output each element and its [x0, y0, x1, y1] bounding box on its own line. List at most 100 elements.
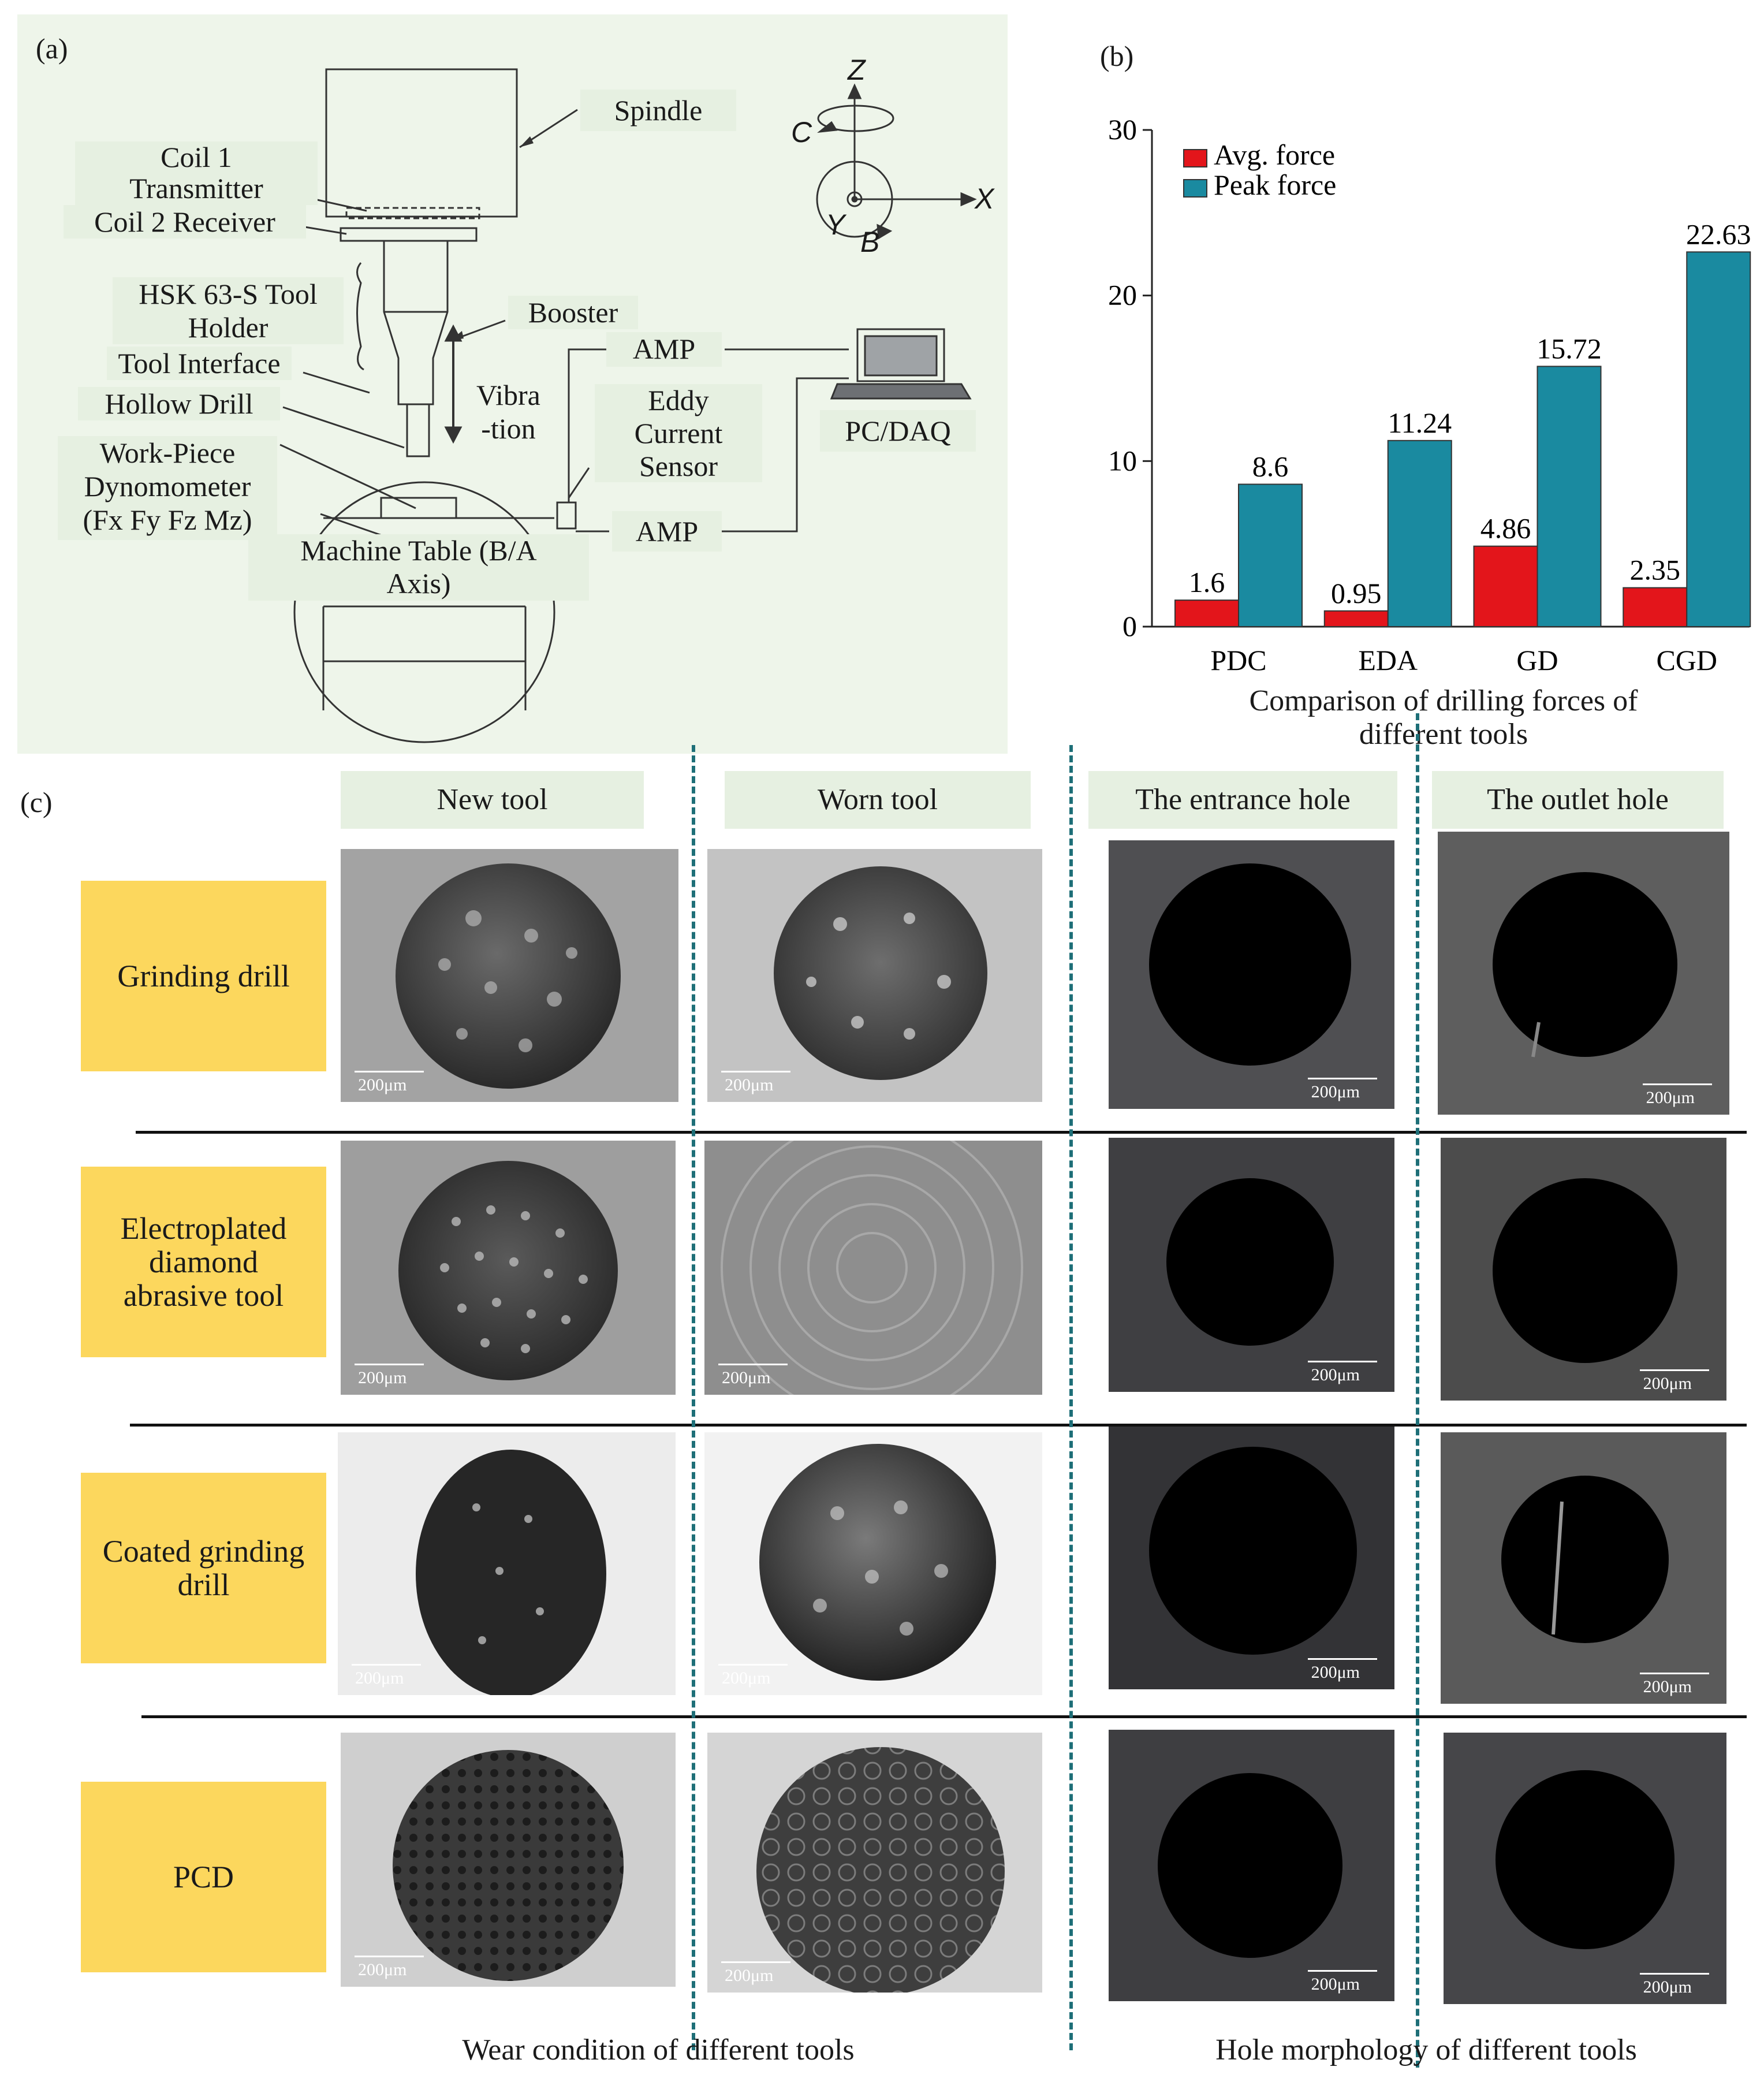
category-label: CGD: [1656, 644, 1717, 676]
row-divider: [130, 1424, 1747, 1427]
bar-peak-forcecgd: [1686, 251, 1751, 628]
pc-daq-label: PC/DAQ: [820, 410, 976, 452]
column-divider: [1069, 745, 1073, 2050]
row-label-coated-grinding-drill: Coated grinding drill: [81, 1473, 326, 1663]
y-tick-label: 30: [1108, 113, 1137, 146]
sem-worn-grinding-drill: 200μm: [707, 849, 1042, 1102]
coil-2-label: Coil 2 Receiver: [64, 205, 306, 239]
scale-bar: 200μm: [721, 1961, 791, 1985]
machine-table-label: Machine Table (B/A Axis): [248, 534, 589, 601]
header-worn-tool: Worn tool: [725, 771, 1031, 829]
machine-table-line1: Machine Table (B/A: [300, 534, 537, 567]
legend-swatch: [1183, 149, 1207, 167]
work-piece: [380, 497, 457, 519]
row-label-pcd: PCD: [81, 1782, 326, 1972]
data-label: 8.6: [1252, 450, 1289, 482]
scale-bar: 200μm: [351, 1664, 422, 1688]
legend-label: Avg. force: [1214, 139, 1335, 171]
machine-table: [293, 481, 555, 743]
category-label: PDC: [1210, 644, 1266, 676]
row-label-electroplated: Electroplated diamond abrasive tool: [81, 1167, 326, 1357]
tool-holder-label: HSK 63-S Tool Holder: [113, 277, 344, 344]
axis-x-label: X: [975, 183, 994, 215]
outlet-hole-coated-grinding-drill: 200μm: [1441, 1432, 1726, 1704]
header-new-tool: New tool: [341, 771, 644, 829]
chart-title: Comparison of drilling forces of differe…: [1195, 684, 1692, 751]
axis-z-label: Z: [848, 54, 866, 86]
bar-avg-forceeda: [1323, 610, 1389, 627]
vibration-line2: -tion: [481, 412, 536, 445]
scale-bar: 200μm: [1639, 1369, 1710, 1393]
data-label: 1.6: [1189, 566, 1225, 598]
row-label-text: abrasive tool: [123, 1278, 284, 1313]
scale-bar: 200μm: [718, 1364, 788, 1387]
hollow-drill-label: Hollow Drill: [78, 387, 280, 420]
spindle-label: Spindle: [580, 90, 736, 131]
axis-y-label: Y: [826, 208, 845, 241]
category-label: EDA: [1358, 644, 1418, 676]
legend-swatch: [1183, 179, 1207, 198]
vibration-label: Vibra -tion: [476, 378, 540, 445]
machine-table-line2: Axis): [386, 567, 451, 599]
eddy-line1: Eddy: [648, 384, 709, 416]
entrance-hole-electroplated-tool: 200μm: [1109, 1138, 1394, 1392]
eddy-line3: Sensor: [639, 450, 718, 482]
bar-avg-forcegd: [1473, 545, 1538, 627]
caption-hole-morphology: Hole morphology of different tools: [1215, 2034, 1637, 2066]
scale-bar: 200μm: [1307, 1658, 1378, 1682]
coil-1: [345, 207, 480, 219]
y-tick-label: 0: [1122, 610, 1137, 642]
workpiece-line1: Work-Piece: [99, 437, 236, 469]
workpiece-line2: Dynomometer: [84, 470, 251, 502]
chart-title-line2: different tools: [1359, 718, 1528, 751]
tool-interface-label: Tool Interface: [107, 347, 292, 380]
scale-bar: 200μm: [1307, 1970, 1378, 1994]
chart-title-line1: Comparison of drilling forces of: [1249, 684, 1638, 717]
legend-label: Peak force: [1214, 169, 1336, 201]
scale-bar: 200μm: [354, 1364, 424, 1387]
scale-bar: 200μm: [1639, 1673, 1710, 1696]
hollow-drill: [406, 403, 430, 457]
workpiece-label: Work-Piece Dynomometer (Fx Fy Fz Mz): [58, 436, 277, 540]
bar-avg-forcecgd: [1623, 587, 1688, 628]
bar-peak-forcepdc: [1238, 483, 1303, 628]
scale-bar: 200μm: [354, 1956, 424, 1979]
row-label-text: drill: [177, 1567, 230, 1602]
scale-bar: 200μm: [354, 1071, 424, 1094]
entrance-hole-pcd: 200μm: [1109, 1730, 1394, 2001]
bar-peak-forcegd: [1536, 366, 1602, 627]
header-entrance-hole: The entrance hole: [1088, 771, 1397, 829]
tool-holder: [383, 241, 449, 405]
axis-c-label: C: [791, 116, 812, 148]
entrance-hole-coated-grinding-drill: 200μm: [1109, 1427, 1394, 1689]
scale-bar: 200μm: [1307, 1361, 1378, 1384]
amp-bottom-label: AMP: [612, 511, 722, 552]
scale-bar: 200μm: [718, 1664, 788, 1688]
coil-1-line1: Coil 1: [161, 141, 232, 173]
sem-worn-pcd: 200μm: [707, 1733, 1042, 1993]
column-divider: [1416, 713, 1419, 2068]
sem-worn-coated-grinding-drill: 200μm: [704, 1432, 1042, 1695]
scale-bar: 200μm: [721, 1071, 791, 1094]
coil-1-label: Coil 1 Transmitter: [75, 141, 318, 205]
row-label-text: Grinding drill: [117, 959, 290, 993]
outlet-hole-grinding-drill: 200μm: [1438, 832, 1729, 1115]
sem-new-grinding-drill: 200μm: [341, 849, 678, 1102]
data-label: 11.24: [1388, 407, 1452, 439]
outlet-hole-pcd: 200μm: [1444, 1733, 1726, 2004]
data-label: 0.95: [1331, 577, 1382, 609]
column-divider: [692, 745, 695, 2050]
caption-wear-condition: Wear condition of different tools: [462, 2034, 855, 2066]
vibration-line1: Vibra: [476, 379, 540, 411]
sem-new-electroplated-tool: 200μm: [341, 1141, 676, 1395]
row-label-text: PCD: [173, 1860, 234, 1894]
amp-top-label: AMP: [606, 332, 722, 367]
scale-bar: 200μm: [1642, 1083, 1713, 1107]
eddy-sensor: [556, 501, 577, 530]
entrance-hole-grinding-drill: 200μm: [1109, 840, 1394, 1109]
spindle-body: [325, 68, 518, 218]
panel-b-tag: (b): [1100, 40, 1134, 72]
coil-2: [340, 227, 478, 242]
data-label: 4.86: [1480, 512, 1531, 545]
row-label-text: diamond: [149, 1245, 258, 1279]
